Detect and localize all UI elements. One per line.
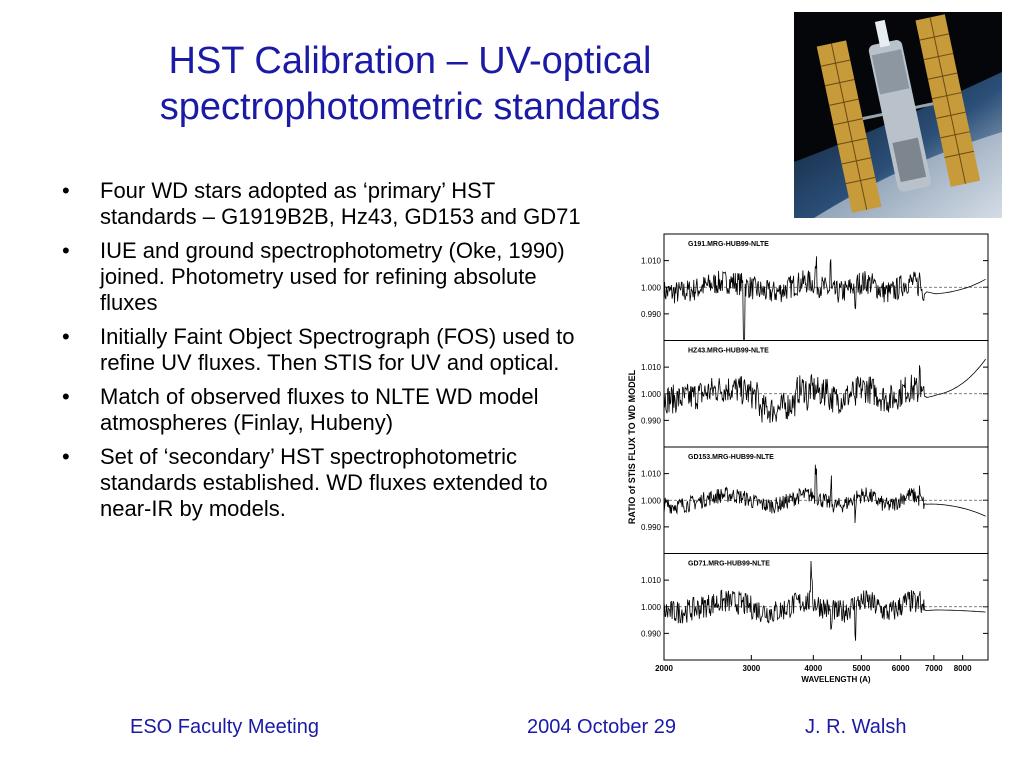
x-tick-label: 3000 [742, 664, 760, 673]
panel-label: GD71.MRG-HUB99-NLTE [688, 561, 770, 568]
bullet-symbol: • [62, 178, 70, 203]
panel-label: G191.MRG-HUB99-NLTE [688, 241, 769, 248]
y-tick-label: 0.990 [641, 629, 662, 638]
bullet-symbol: • [62, 324, 70, 349]
y-tick-label: 1.010 [641, 363, 662, 372]
bullet-symbol: • [62, 444, 70, 469]
footer-date: 2004 October 29 [527, 716, 676, 738]
y-tick-label: 1.010 [641, 470, 662, 479]
bullet-item: • IUE and ground spectrophotometry (Oke, … [62, 238, 582, 316]
title-line-2: spectrophotometric standards [159, 86, 661, 128]
y-tick-label: 0.990 [641, 523, 662, 532]
x-tick-label: 8000 [954, 664, 972, 673]
bullet-text: Four WD stars adopted as ‘primary’ HST s… [100, 178, 581, 229]
y-tick-label: 1.010 [641, 257, 662, 266]
footer-author: J. R. Walsh [805, 716, 907, 738]
panel-label: GD153.MRG-HUB99-NLTE [688, 454, 774, 461]
panel-label: HZ43.MRG-HUB99-NLTE [688, 348, 769, 355]
bullet-symbol: • [62, 238, 70, 263]
bullet-text: IUE and ground spectrophotometry (Oke, 1… [100, 238, 565, 315]
y-tick-label: 1.000 [641, 603, 662, 612]
title-line-1: HST Calibration – UV-optical [168, 40, 652, 82]
x-tick-label: 4000 [804, 664, 822, 673]
footer-event: ESO Faculty Meeting [130, 716, 319, 738]
y-axis-label: RATIO of STIS FLUX TO WD MODEL [627, 369, 637, 524]
bullet-text: Set of ‘secondary’ HST spectrophotometri… [100, 444, 548, 521]
chart-panel: G191.MRG-HUB99-NLTE 1.010 1.000 0.990 [641, 233, 989, 341]
bullet-item: • Initially Faint Object Spectrograph (FO… [62, 324, 582, 376]
bullet-symbol: • [62, 384, 70, 409]
y-tick-label: 1.000 [641, 390, 662, 399]
bullet-item: • Match of observed fluxes to NLTE WD mod… [62, 384, 582, 436]
spectra-ratio-chart: RATIO of STIS FLUX TO WD MODEL G191.MRG-H… [627, 233, 989, 684]
spectrum-series [663, 256, 986, 340]
x-tick-label: 7000 [925, 664, 943, 673]
spectrum-series [663, 358, 986, 424]
x-axis-label: WAVELENGTH (A) [801, 675, 871, 684]
chart-panel: HZ43.MRG-HUB99-NLTE 1.010 1.000 0.990 [641, 340, 989, 448]
chart-panel: GD71.MRG-HUB99-NLTE 1.010 1.000 0.990 [641, 553, 989, 661]
spectrum-series [663, 464, 986, 524]
x-tick-label: 6000 [892, 664, 910, 673]
bullet-text: Initially Faint Object Spectrograph (FOS… [100, 324, 575, 375]
bullet-item: • Four WD stars adopted as ‘primary’ HST … [62, 178, 582, 230]
y-tick-label: 1.000 [641, 496, 662, 505]
x-tick-label: 5000 [852, 664, 870, 673]
slide-title: HST Calibration – UV-optical spectrophot… [60, 38, 760, 130]
y-tick-label: 1.010 [641, 576, 662, 585]
bullet-item: • Set of ‘secondary’ HST spectrophotometr… [62, 444, 582, 522]
bullet-list: • Four WD stars adopted as ‘primary’ HST … [62, 178, 582, 530]
bullet-text: Match of observed fluxes to NLTE WD mode… [100, 384, 539, 435]
hubble-telescope-photo [794, 12, 1002, 218]
spectrum-series [663, 560, 986, 641]
x-tick-label: 2000 [655, 664, 673, 673]
y-tick-label: 0.990 [641, 416, 662, 425]
y-tick-label: 0.990 [641, 310, 662, 319]
chart-panel: GD153.MRG-HUB99-NLTE 1.010 1.000 0.990 [641, 446, 989, 554]
y-tick-label: 1.000 [641, 283, 662, 292]
